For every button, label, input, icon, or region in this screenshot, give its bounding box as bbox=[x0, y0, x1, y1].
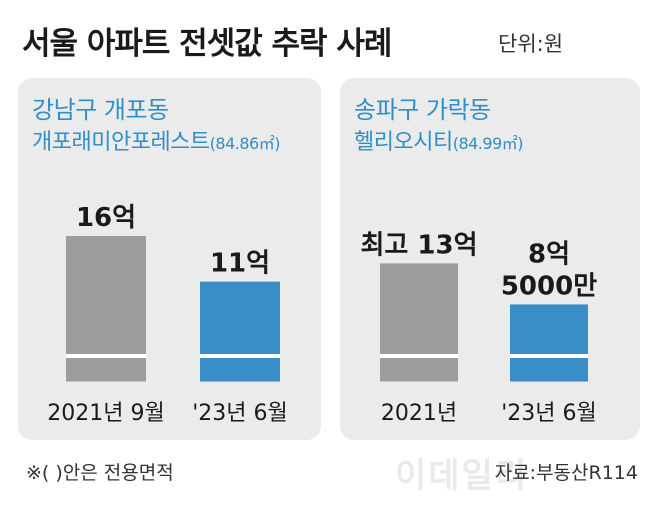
bar bbox=[200, 281, 280, 382]
watermark: 이데일리 bbox=[395, 456, 529, 496]
bar bbox=[66, 236, 146, 382]
value-label: 최고 13억 bbox=[361, 230, 478, 260]
chart-panel-garak: 송파구 가락동 헬리오시티(84.99㎡) 최고 13억 2021년 8억 5000만… bbox=[340, 78, 640, 440]
category-label: '23년 6월 bbox=[192, 401, 288, 426]
complex-label: 개포래미안포레스트(84.86㎡) bbox=[32, 124, 280, 156]
bar-chart-garak: 최고 13억 2021년 8억 5000만 '23년 6월 bbox=[360, 230, 620, 426]
bar-stripe bbox=[66, 354, 146, 358]
location-label: 강남구 개포동 bbox=[32, 96, 169, 124]
category-label: '23년 6월 bbox=[501, 401, 597, 426]
chart-panel-gaepo: 강남구 개포동 개포래미안포레스트(84.86㎡) 16억 2021년 9월 11억… bbox=[18, 78, 321, 440]
page-title: 서울 아파트 전셋값 추락 사례 bbox=[22, 26, 392, 62]
area-label: (84.99㎡) bbox=[452, 134, 524, 153]
value-label: 8억 5000만 bbox=[501, 239, 597, 301]
unit-label: 단위:원 bbox=[498, 32, 564, 56]
bar-stripe bbox=[510, 354, 588, 358]
value-label: 11억 bbox=[210, 249, 270, 279]
value-label: 16억 bbox=[76, 203, 136, 233]
bar-stripe bbox=[200, 354, 280, 358]
category-label: 2021년 bbox=[381, 401, 457, 426]
bar bbox=[380, 263, 458, 382]
complex-label: 헬리오시티(84.99㎡) bbox=[354, 124, 524, 156]
complex-name: 개포래미안포레스트 bbox=[32, 130, 210, 155]
bar-chart-gaepo: 16억 2021년 9월 11억 '23년 6월 bbox=[38, 203, 301, 426]
complex-name: 헬리오시티 bbox=[354, 130, 453, 155]
category-label: 2021년 9월 bbox=[47, 401, 164, 426]
area-label: (84.86㎡) bbox=[209, 134, 281, 153]
footnote: ※( )안은 전용면적 bbox=[26, 462, 174, 484]
source-label: 자료:부동산R114 bbox=[494, 462, 638, 484]
bar-stripe bbox=[380, 354, 458, 358]
location-label: 송파구 가락동 bbox=[354, 96, 491, 124]
bar bbox=[510, 304, 588, 382]
